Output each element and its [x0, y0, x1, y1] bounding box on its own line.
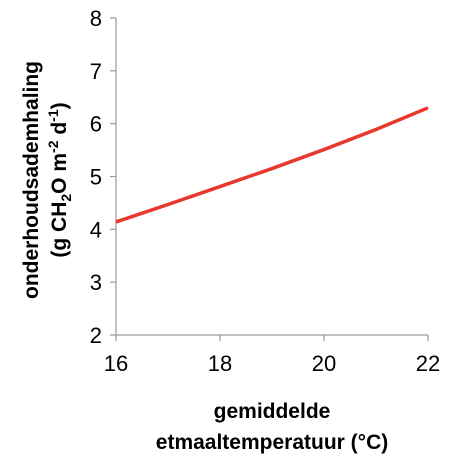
x-tick-label: 20: [312, 351, 336, 376]
y-axis-title-line2: (g CH2O m-2 d-1): [45, 102, 74, 257]
x-axis-title-text: etmaaltemperatuur: [156, 431, 345, 454]
y-axis-title-unit: (g CH2O m-2 d-1): [45, 102, 74, 257]
x-tick-label: 16: [104, 351, 128, 376]
series-layer: [115, 106, 429, 224]
x-axis-title-unit: (°C): [351, 431, 389, 454]
y-tick-label: 3: [90, 270, 102, 295]
x-tick-label: 22: [416, 351, 440, 376]
y-axis-title: onderhoudsademhaling: [20, 61, 43, 299]
y-tick-label: 7: [90, 59, 102, 84]
x-axis-ticks: 16 18 20 22: [104, 335, 440, 376]
x-tick-label: 18: [208, 351, 232, 376]
y-axis-ticks: 2 3 4 5 6 7 8: [90, 6, 116, 348]
plot-area: 2 3 4 5 6 7 8 16 18 20 22: [90, 6, 440, 376]
x-axis-title-line1: gemiddelde: [214, 400, 331, 423]
y-tick-label: 2: [90, 323, 102, 348]
y-tick-label: 4: [90, 217, 102, 242]
x-axis-title-line2: etmaaltemperatuur (°C): [156, 431, 388, 454]
y-tick-label: 8: [90, 6, 102, 31]
y-tick-label: 6: [90, 112, 102, 137]
series-line: [115, 106, 429, 224]
y-axis-title-line1: onderhoudsademhaling: [20, 61, 43, 299]
y-tick-label: 5: [90, 165, 102, 190]
